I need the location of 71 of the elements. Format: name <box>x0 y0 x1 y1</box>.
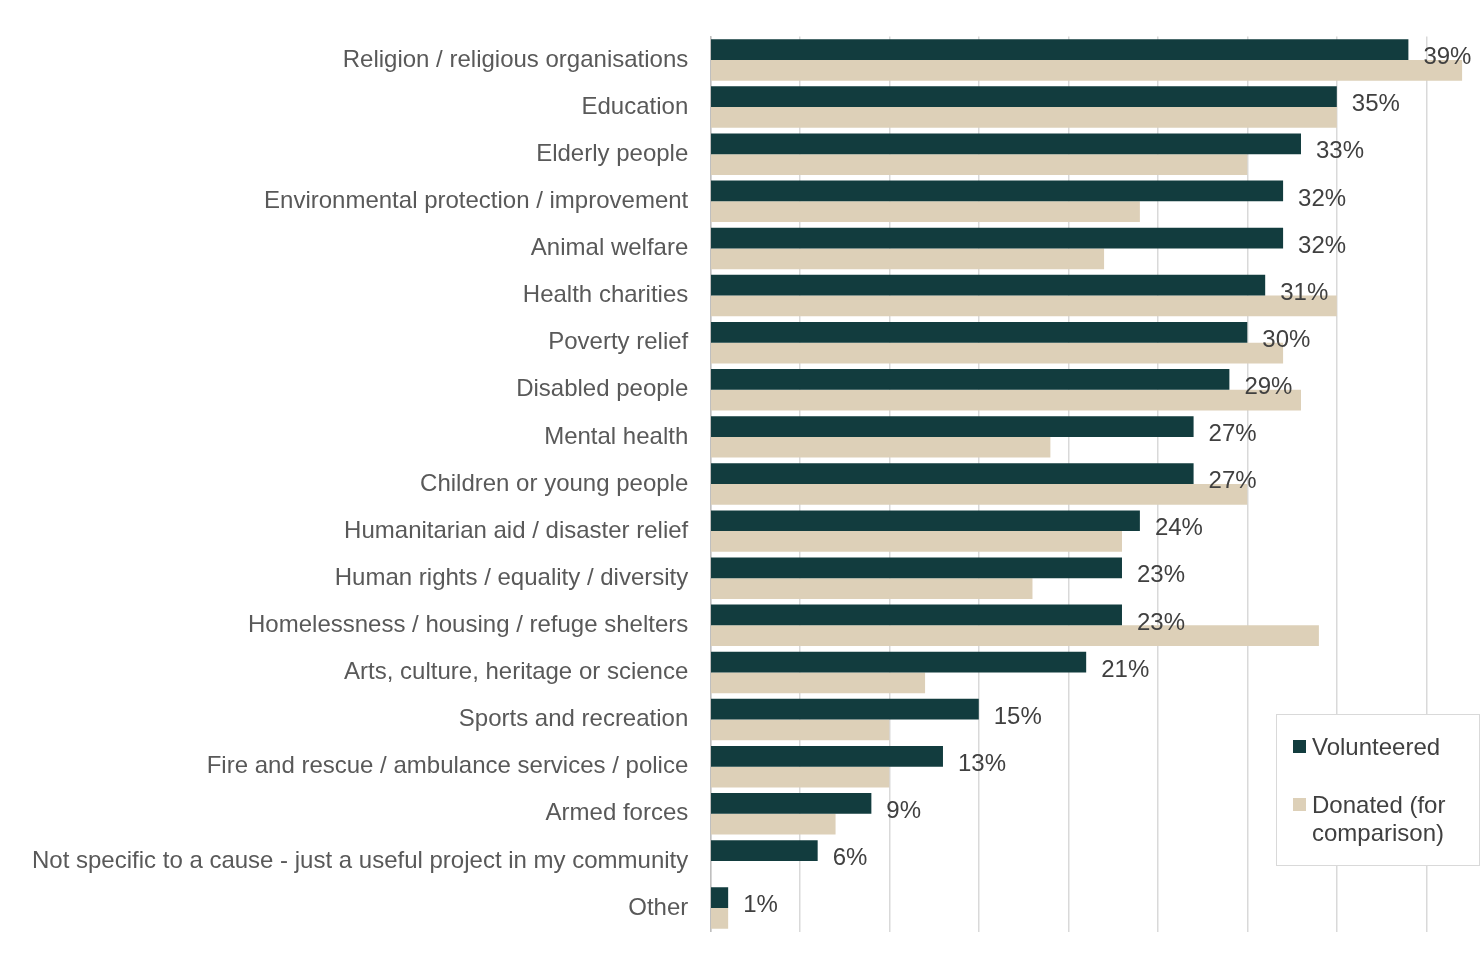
data-label: 29% <box>1244 372 1293 400</box>
bar <box>711 436 1051 458</box>
bar <box>711 793 872 814</box>
y-tick-label: Poverty relief <box>548 327 689 355</box>
bar <box>711 813 836 835</box>
data-label: 32% <box>1298 230 1347 258</box>
bar <box>711 510 1140 532</box>
bar <box>711 39 1409 60</box>
data-label: 39% <box>1423 42 1472 70</box>
y-tick-label: Disabled people <box>516 374 689 402</box>
data-label: 30% <box>1262 324 1311 352</box>
bar <box>711 651 1087 673</box>
bar <box>711 766 890 788</box>
data-label: 27% <box>1208 419 1257 447</box>
y-tick-label: Homelessness / housing / refuge shelters <box>248 609 689 637</box>
y-tick-label: Religion / religious organisations <box>342 44 689 72</box>
bar <box>711 321 1248 343</box>
data-label: 33% <box>1315 136 1365 164</box>
y-tick-label: Human rights / equality / diversity <box>334 562 689 590</box>
y-tick-label: Armed forces <box>545 798 689 826</box>
data-label: 9% <box>886 796 922 824</box>
legend-label: Donated (for comparison) <box>1312 790 1447 847</box>
bar <box>711 463 1194 484</box>
bar <box>711 604 1122 626</box>
data-label: 23% <box>1136 560 1186 588</box>
y-tick-label: Health charities <box>522 280 689 308</box>
bar <box>711 887 729 909</box>
bar <box>711 201 1140 223</box>
bar <box>711 531 1122 552</box>
y-tick-label: Not specific to a cause - just a useful project in my community <box>32 845 689 873</box>
y-tick-label: Children or young people <box>420 468 689 496</box>
y-tick-label: Sports and recreation <box>458 704 689 732</box>
bar <box>711 107 1337 128</box>
y-tick-label: Arts, culture, heritage or science <box>344 657 689 685</box>
bar <box>711 745 943 767</box>
bar <box>711 274 1266 296</box>
data-label: 32% <box>1298 183 1347 211</box>
y-tick-label: Humanitarian aid / disaster relief <box>344 515 689 543</box>
data-label: 1% <box>743 890 778 918</box>
bar <box>711 133 1301 155</box>
data-label: 15% <box>993 701 1042 729</box>
y-tick-label: Environmental protection / improvement <box>264 185 689 213</box>
data-label: 24% <box>1154 513 1203 541</box>
bar <box>711 86 1337 108</box>
y-tick-label: Elderly people <box>536 138 689 166</box>
data-label: 27% <box>1208 466 1257 494</box>
bar <box>711 557 1122 579</box>
y-tick-label: Other <box>628 892 689 920</box>
data-label: 21% <box>1101 654 1150 682</box>
bar <box>711 719 890 741</box>
bar <box>711 416 1194 437</box>
bar <box>711 578 1033 599</box>
bar <box>711 154 1248 175</box>
bar <box>711 840 818 861</box>
bar <box>711 672 926 694</box>
bar <box>711 369 1230 390</box>
y-tick-label: Education <box>581 91 689 119</box>
bar <box>711 908 729 929</box>
bar <box>711 180 1284 202</box>
data-label: 23% <box>1136 607 1186 635</box>
data-label: 13% <box>957 748 1007 776</box>
data-label: 31% <box>1280 277 1329 305</box>
y-tick-label: Animal welfare <box>530 233 689 261</box>
data-label: 35% <box>1351 89 1400 117</box>
y-tick-label: Mental health <box>544 421 689 449</box>
bar <box>711 227 1284 249</box>
bar <box>711 248 1105 270</box>
bar <box>711 698 979 720</box>
y-tick-label: Fire and rescue / ambulance services / police <box>206 751 689 779</box>
legend-label: Volunteered <box>1312 732 1441 761</box>
data-label: 6% <box>832 843 868 871</box>
